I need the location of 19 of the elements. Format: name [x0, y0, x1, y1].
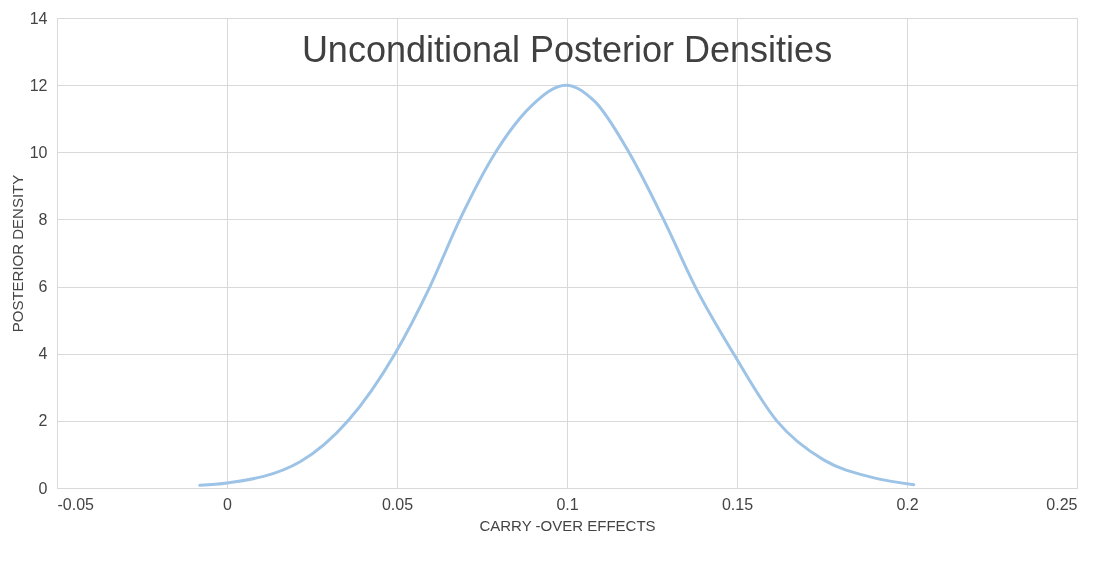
- x-tick-label: 0.25: [1046, 495, 1078, 513]
- y-tick-label: 4: [38, 345, 48, 363]
- x-tick-label: 0.1: [556, 495, 579, 513]
- y-tick-label: 2: [38, 412, 48, 430]
- y-tick-label: 6: [38, 278, 48, 296]
- y-tick-label: 0: [38, 479, 48, 497]
- x-tick-label: 0.15: [721, 495, 754, 513]
- chart-title: Unconditional Posterior Densities: [301, 29, 833, 70]
- y-tick-label: 14: [29, 9, 48, 27]
- x-tick-label: -0.05: [57, 495, 95, 513]
- x-axis-title: CARRY -OVER EFFECTS: [479, 516, 656, 534]
- y-tick-label: 8: [38, 210, 48, 228]
- x-tick-label: 0.05: [381, 495, 414, 513]
- line-series: [198, 83, 916, 487]
- x-tick-label: 0: [223, 495, 233, 513]
- y-axis-title: POSTERIOR DENSITY: [8, 174, 26, 333]
- y-tick-label: 12: [29, 76, 48, 94]
- y-tick-label: 10: [29, 143, 48, 161]
- x-tick-label: 0.2: [896, 495, 919, 513]
